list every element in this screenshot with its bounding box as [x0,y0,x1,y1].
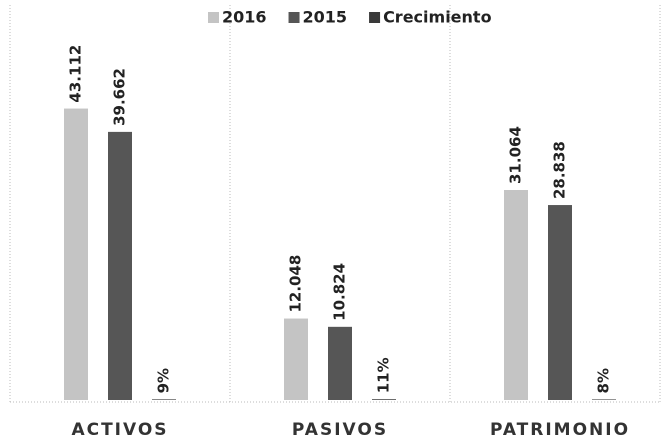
bar [152,399,176,400]
value-label: 31.064 [507,126,525,184]
x-tick-label: PATRIMONIO [490,420,630,440]
bar [108,131,132,400]
value-label: 8% [595,368,613,393]
value-label: 9% [155,368,173,393]
bar [64,108,88,401]
legend-label: Crecimiento [383,8,492,27]
bar [284,318,308,400]
legend-swatch [288,12,300,23]
value-label: 28.838 [551,141,569,199]
value-label: 39.662 [111,68,129,126]
legend-label: 2016 [222,8,267,27]
value-label: 12.048 [287,255,305,313]
bar [328,326,352,400]
legend-swatch [208,12,219,23]
legend-swatch [369,12,381,23]
bar [592,399,616,400]
bar [372,399,396,400]
value-label: 11% [375,357,393,393]
x-tick-label: PASIVOS [292,420,388,440]
bar [548,205,572,400]
value-label: 43.112 [67,45,85,103]
x-tick-label: ACTIVOS [71,420,168,440]
legend-label: 2015 [303,8,348,27]
bar [504,190,528,400]
value-label: 10.824 [331,263,349,321]
